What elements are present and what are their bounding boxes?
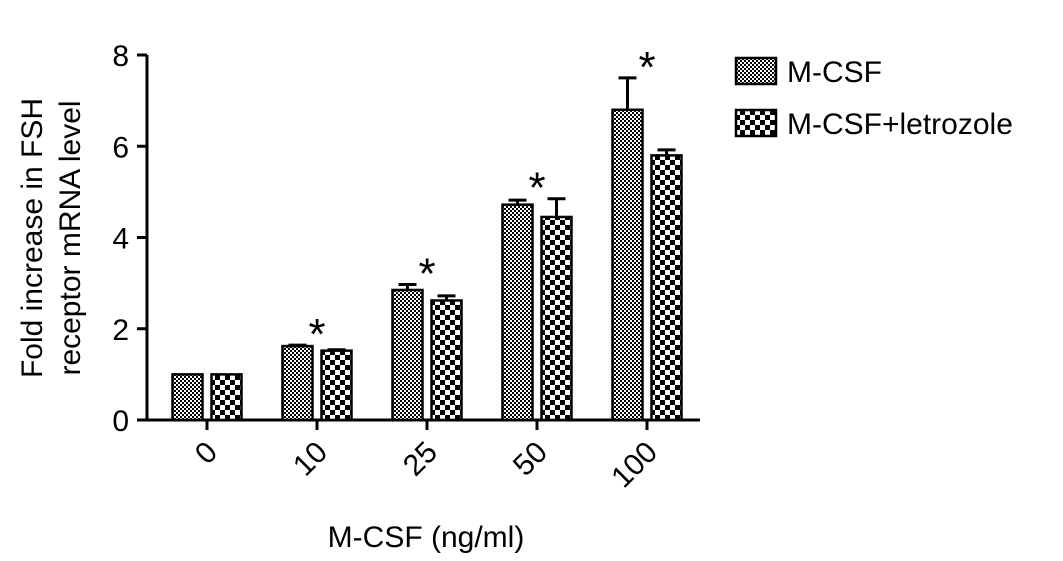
significance-marks: * * * * — [308, 43, 655, 359]
y-tick-label: 2 — [112, 314, 129, 347]
x-tick-label: 50 — [507, 436, 554, 483]
legend-swatch-m-csf-letrozole — [734, 108, 778, 138]
x-tick-label: 100 — [605, 436, 664, 495]
y-tick-label: 6 — [112, 131, 129, 164]
bar-0-1 — [281, 344, 314, 422]
significance-asterisk: * — [308, 310, 325, 359]
significance-asterisk: * — [638, 43, 655, 92]
bar-1-3 — [540, 215, 573, 422]
significance-asterisk: * — [418, 249, 435, 298]
bar-0-3 — [501, 203, 534, 422]
x-tick-label: 10 — [287, 436, 334, 483]
legend-label-m-csf-letrozole: M-CSF+letrozole — [787, 108, 1013, 141]
x-tick-label: 25 — [397, 436, 444, 483]
bar-0-4 — [611, 108, 644, 422]
y-axis-title-line-2: receptor mRNA level — [54, 100, 87, 375]
bar-1-1 — [320, 349, 353, 422]
significance-asterisk: * — [528, 164, 545, 213]
legend-swatch-m-csf — [734, 56, 778, 86]
y-axis-title-line-1: Fold increase in FSH — [16, 98, 49, 378]
bar-0-0 — [171, 373, 204, 422]
legend: M-CSF M-CSF+letrozole — [734, 56, 1013, 141]
y-tick-label: 4 — [112, 223, 129, 256]
y-tick-label: 8 — [112, 40, 129, 73]
bar-1-4 — [650, 154, 683, 422]
bars — [171, 108, 683, 422]
y-tick-label: 0 — [112, 405, 129, 438]
legend-label-m-csf: M-CSF — [787, 56, 882, 89]
bar-1-2 — [430, 299, 463, 422]
bar-0-2 — [391, 288, 424, 422]
x-axis-title: M-CSF (ng/ml) — [328, 521, 525, 554]
x-tick-labels: 0 10 25 50 100 — [189, 436, 664, 495]
bar-1-0 — [210, 373, 243, 422]
x-tick-label: 0 — [189, 436, 224, 471]
error-bars — [288, 76, 676, 352]
y-axis-title: Fold increase in FSH receptor mRNA level — [16, 98, 87, 378]
